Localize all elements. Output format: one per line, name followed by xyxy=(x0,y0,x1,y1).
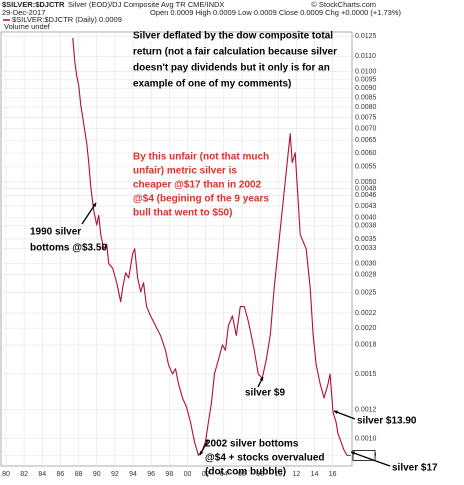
y-tick-label: 0.0040 xyxy=(355,214,377,221)
x-tick-label: 02 xyxy=(202,471,210,478)
annotation: return (not a fair calculation because s… xyxy=(133,47,337,58)
y-tick-label: 0.0043 xyxy=(355,203,377,210)
annotation: unfair) metric silver is xyxy=(133,166,237,177)
symbol: $SILVER:$DJCTR xyxy=(2,0,65,9)
x-tick-label: 98 xyxy=(165,471,173,478)
x-tick-label: 04 xyxy=(220,471,228,478)
x-tick-label: 06 xyxy=(238,471,246,478)
y-tick-label: 0.0010 xyxy=(355,435,377,442)
annotation: @$4 (begining of the 9 years xyxy=(133,194,269,205)
y-tick-label: 0.0048 xyxy=(355,185,377,192)
annotation: (dot com bubble) xyxy=(205,467,286,478)
annotation: silver $13.90 xyxy=(357,416,417,427)
date: 29-Dec-2017 xyxy=(2,8,45,17)
y-tick-label: 0.0055 xyxy=(355,164,377,171)
y-tick-label: 0.0035 xyxy=(355,236,377,243)
arrow-head xyxy=(351,451,355,455)
y-tick-label: 0.0075 xyxy=(355,114,377,121)
annotation: 1990 silver xyxy=(30,227,81,238)
y-tick-label: 0.0015 xyxy=(355,371,377,378)
y-tick-label: 0.0012 xyxy=(355,406,377,413)
y-tick-label: 0.0080 xyxy=(355,104,377,111)
y-tick-label: 0.0095 xyxy=(355,77,377,84)
y-tick-label: 0.0050 xyxy=(355,179,377,186)
y-tick-label: 0.0070 xyxy=(355,125,377,132)
annotation: bull that went to $50) xyxy=(133,208,232,219)
y-tick-label: 0.0085 xyxy=(355,94,377,101)
ohlc: Open 0.0009 High 0.0009 Low 0.0009 Close… xyxy=(150,8,402,17)
annotation-arrow xyxy=(333,410,356,420)
annotation-arrow xyxy=(350,451,391,467)
x-tick-label: 94 xyxy=(129,471,137,478)
x-tick-label: 12 xyxy=(292,471,300,478)
y-tick-label: 0.0110 xyxy=(355,53,376,60)
x-tick-label: 86 xyxy=(57,471,65,478)
annotation: Silver deflated by the dow composite tot… xyxy=(133,31,333,42)
y-tick-label: 0.0030 xyxy=(355,260,377,267)
annotation: 2002 silver bottoms xyxy=(205,439,299,450)
y-tick-label: 0.0100 xyxy=(355,68,377,75)
annotation: @$4 + stocks overvalued xyxy=(205,453,325,464)
y-tick-label: 0.0028 xyxy=(355,271,377,278)
x-tick-label: 82 xyxy=(20,471,28,478)
annotation: By this unfair (not that much xyxy=(133,152,269,163)
annotation: bottoms @$3.50 xyxy=(30,243,107,254)
y-tick-label: 0.0018 xyxy=(355,342,377,349)
y-tick-label: 0.0022 xyxy=(355,310,377,317)
source: © StockCharts.com xyxy=(311,0,376,9)
x-tick-label: 84 xyxy=(38,471,46,478)
y-tick-label: 0.0025 xyxy=(355,289,377,296)
annotation: example of one of my comments) xyxy=(133,79,291,90)
x-tick-label: 00 xyxy=(184,471,192,478)
x-tick-label: 92 xyxy=(111,471,119,478)
x-tick-label: 08 xyxy=(256,471,264,478)
x-tick-label: 14 xyxy=(311,471,319,478)
arrow-head xyxy=(199,451,204,455)
arrow-head xyxy=(92,203,96,207)
x-tick-label: 90 xyxy=(93,471,101,478)
annotation: silver $9 xyxy=(245,388,285,399)
annotation: doesn't pay dividends but it only is for… xyxy=(133,63,330,74)
x-tick-label: 80 xyxy=(2,471,10,478)
x-tick-label: 96 xyxy=(147,471,155,478)
x-tick-label: 10 xyxy=(274,471,282,478)
y-tick-label: 0.0090 xyxy=(355,85,377,92)
arrow-head xyxy=(334,410,338,415)
arrow-head xyxy=(259,377,264,381)
y-tick-label: 0.0065 xyxy=(355,137,377,144)
y-tick-label: 0.0060 xyxy=(355,150,377,157)
x-tick-label: 16 xyxy=(329,471,337,478)
y-tick-label: 0.0046 xyxy=(355,192,377,199)
annotation: silver $17 xyxy=(392,463,438,474)
plot-area xyxy=(0,31,353,467)
x-tick-label: 88 xyxy=(75,471,83,478)
description: Silver (EOD)/DJ Composite Avg TR CME/IND… xyxy=(68,0,224,9)
volume: Volume undef xyxy=(4,22,51,31)
y-tick-label: 0.0125 xyxy=(355,33,377,40)
y-tick-label: 0.0033 xyxy=(355,245,377,252)
annotation-arrow xyxy=(81,202,97,225)
legend-label: $SILVER:$DJCTR (Daily) 0.0009 xyxy=(12,15,122,24)
last-value-box xyxy=(352,449,376,461)
y-tick-label: 0.0020 xyxy=(355,325,377,332)
y-tick-label: 0.0038 xyxy=(355,223,377,230)
annotation: cheaper @$17 than in 2002 xyxy=(133,180,262,191)
series-line xyxy=(72,37,351,456)
